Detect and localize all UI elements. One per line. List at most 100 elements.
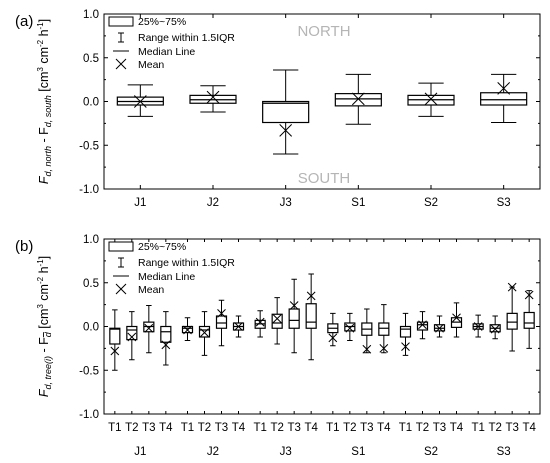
y-axis-label-units: cm xyxy=(37,47,51,67)
y-axis-label-units: h xyxy=(37,29,51,39)
box-plot xyxy=(116,84,164,117)
mean-marker xyxy=(144,323,154,333)
x-tick-label: T4 xyxy=(159,422,173,434)
mean-marker xyxy=(362,344,372,354)
legend-entry: Range within 1.5IQR xyxy=(138,32,235,44)
south-label: SOUTH xyxy=(298,170,351,187)
mean-marker xyxy=(401,342,410,351)
mean-marker xyxy=(133,95,147,108)
x-tick-label: J2 xyxy=(207,197,219,209)
legend: 25%~75% Range within 1.5IQR Median LineMea… xyxy=(108,16,235,71)
x-tick-label: T2 xyxy=(488,422,501,434)
x-tick-label: S3 xyxy=(497,197,511,209)
legend-entry: Range within 1.5IQR xyxy=(138,257,235,269)
y-axis-label-sub: d, north xyxy=(43,146,53,177)
mean-marker xyxy=(272,314,282,323)
y-axis-label-units: h xyxy=(37,266,51,276)
iqr-box xyxy=(378,322,390,336)
y-axis-label: Fd, north - Fd, south [cm3 cm-2 h-1] xyxy=(36,19,53,184)
mean-marker xyxy=(379,344,389,353)
mean-marker xyxy=(127,332,137,342)
y-axis-label-units: ] xyxy=(37,256,51,259)
y-axis-label-main: F xyxy=(37,388,51,397)
iqr-box xyxy=(480,92,528,106)
iqr-box xyxy=(160,325,172,343)
x-tick-label: T3 xyxy=(287,422,300,434)
x-tick-label: T4 xyxy=(232,422,246,434)
x-tick-label: T1 xyxy=(181,422,194,434)
box-plot xyxy=(361,308,373,354)
box-plot xyxy=(232,315,245,338)
panel-label: (b) xyxy=(15,238,33,255)
y-axis-label-units: ] xyxy=(37,19,51,22)
x-tick-label: S2 xyxy=(424,197,438,209)
mean-marker xyxy=(424,92,438,106)
y-tick-label: 0.0 xyxy=(83,322,99,334)
x-tick-label: T2 xyxy=(416,422,429,434)
iqr-box xyxy=(416,321,429,331)
box-plot xyxy=(254,310,266,338)
x-tick-label: S1 xyxy=(351,197,365,209)
y-tick-label: 0.5 xyxy=(83,53,99,65)
box-plot xyxy=(262,69,310,155)
x-group-label: J3 xyxy=(280,446,292,458)
y-axis-label: Fd, tree(i) - Fd [cm3 cm-2 h-1] xyxy=(36,256,53,397)
iqr-box xyxy=(198,325,211,338)
box-plot xyxy=(399,312,412,356)
y-axis-label-main: F xyxy=(37,175,51,184)
mean-marker xyxy=(490,324,500,334)
legend: 25%~75% Range within 1.5IQR Median LineMea… xyxy=(108,241,235,296)
mean-marker xyxy=(161,340,171,350)
box-plot xyxy=(407,82,455,117)
legend-entry: 25%~75% xyxy=(138,16,186,28)
iqr-box xyxy=(523,311,535,329)
mean-marker xyxy=(217,309,226,318)
north-label: NORTH xyxy=(297,23,350,40)
y-tick-label: 1.0 xyxy=(83,9,99,21)
box-plot xyxy=(143,305,155,354)
box-plot xyxy=(305,273,317,361)
box-plot xyxy=(378,304,390,354)
box-plot xyxy=(160,311,172,366)
iqr-box xyxy=(109,327,121,345)
box-plot xyxy=(327,312,339,347)
iqr-box xyxy=(262,100,310,124)
y-axis-label-mid: - F xyxy=(37,337,51,356)
mean-marker xyxy=(183,325,192,335)
x-tick-label: T3 xyxy=(215,422,228,434)
mean-marker xyxy=(507,282,517,292)
y-axis-label-sub: d, tree(i) xyxy=(43,356,53,390)
x-group-label: S2 xyxy=(424,446,438,458)
box-plot xyxy=(215,299,228,347)
legend-entry: Median Line xyxy=(138,46,195,58)
y-axis-label-mid: - F xyxy=(37,127,51,146)
x-tick-label: T4 xyxy=(450,422,464,434)
x-group-label: J1 xyxy=(134,446,146,458)
mean-marker xyxy=(452,313,461,323)
iqr-box xyxy=(305,303,317,329)
mean-marker xyxy=(110,346,120,356)
panel-label: (a) xyxy=(15,13,33,30)
iqr-box xyxy=(288,308,300,329)
x-tick-label: T2 xyxy=(198,422,211,434)
mean-marker xyxy=(351,92,365,106)
y-axis-label-sup: -2 xyxy=(36,276,45,284)
iqr-box xyxy=(506,312,518,330)
y-tick-label: 1.0 xyxy=(83,234,99,246)
y-tick-label: 0.0 xyxy=(83,97,99,109)
legend-box-swatch xyxy=(108,16,134,27)
y-axis-label-sup: 3 xyxy=(36,304,45,309)
iqr-box xyxy=(334,93,382,107)
x-tick-label: J3 xyxy=(280,197,292,209)
x-tick-label: T3 xyxy=(433,422,446,434)
x-tick-label: T1 xyxy=(471,422,484,434)
box-plot xyxy=(523,290,535,349)
x-tick-label: T1 xyxy=(326,422,339,434)
mean-marker xyxy=(200,328,209,337)
mean-marker xyxy=(473,322,483,331)
x-tick-label: T3 xyxy=(360,422,373,434)
x-tick-label: T4 xyxy=(522,422,536,434)
mean-marker xyxy=(418,320,427,330)
y-axis-label-sup: -1 xyxy=(36,259,45,267)
y-axis-label-sup: -1 xyxy=(36,22,45,30)
